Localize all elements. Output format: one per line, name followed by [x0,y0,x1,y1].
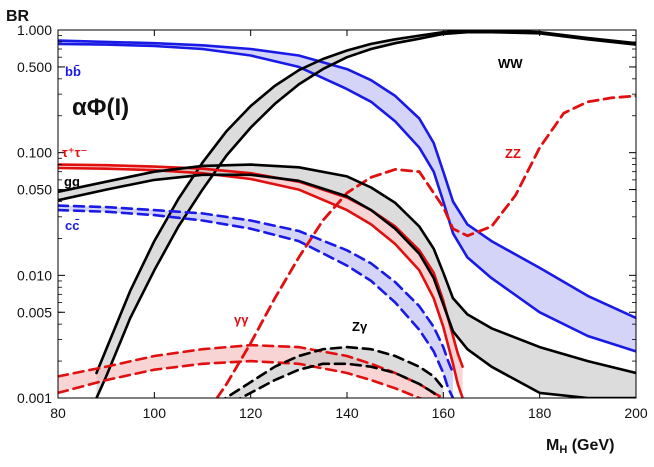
line-tautau-lower [58,166,464,398]
x-tick-label: 200 [624,405,648,421]
line-cc-upper [58,204,455,375]
label-gg: gg [64,174,80,189]
series-labels: bb̄ WW ZZ τ⁺τ⁻ gg cc̄ γγ Zγ [62,56,523,334]
y-tick-label: 0.010 [17,267,52,283]
label-cc: cc̄ [65,218,79,233]
band-gg [58,164,636,398]
y-tick-label: 1.000 [17,22,52,38]
line-ZZ [215,94,636,398]
label-ww: WW [498,56,523,71]
x-tick-label: 100 [143,405,167,421]
line-Zgamma-upper [223,345,445,398]
y-axis-title: BR [6,8,30,25]
x-axis-title-unit: (GeV) [567,437,614,454]
x-tick-label: 80 [50,405,66,421]
label-bb: bb̄ [65,64,81,79]
x-axis-title: MH (GeV) [546,437,614,456]
label-zgamma: Zγ [352,319,368,334]
y-tick-label: 0.001 [17,390,52,406]
y-tick-label: 0.050 [17,182,52,198]
band-Zgamma [225,347,444,398]
band-bb [58,40,636,352]
line-Zgamma-lower [238,362,441,398]
line-gg-upper [58,163,636,375]
line-cc-lower [58,208,455,398]
label-gammagamma: γγ [234,312,249,327]
label-zz: ZZ [505,146,521,161]
x-tick-label: 160 [432,405,456,421]
uncertainty-bands [58,30,636,398]
y-tick-label: 0.500 [17,59,52,75]
line-gg-lower [58,173,636,398]
x-tick-label: 120 [239,405,263,421]
label-tautau: τ⁺τ⁻ [62,145,87,160]
x-tick-label: 140 [335,405,359,421]
y-tick-label: 0.005 [17,304,52,320]
y-tick-label: 0.100 [17,145,52,161]
x-tick-label: 180 [528,405,552,421]
line-bb-lower [58,42,636,353]
x-axis-title-main: M [546,437,559,454]
line-bb-upper [58,39,636,320]
x-axis-title-subscript: H [559,444,567,456]
line-WW-lower [95,30,636,398]
axes: 80 100 120 140 160 180 200 1.000 0.500 0.100 0.050… [17,22,648,421]
line-gammagamma-lower [58,359,423,398]
panel-annotation: αΦ(I) [72,94,129,121]
